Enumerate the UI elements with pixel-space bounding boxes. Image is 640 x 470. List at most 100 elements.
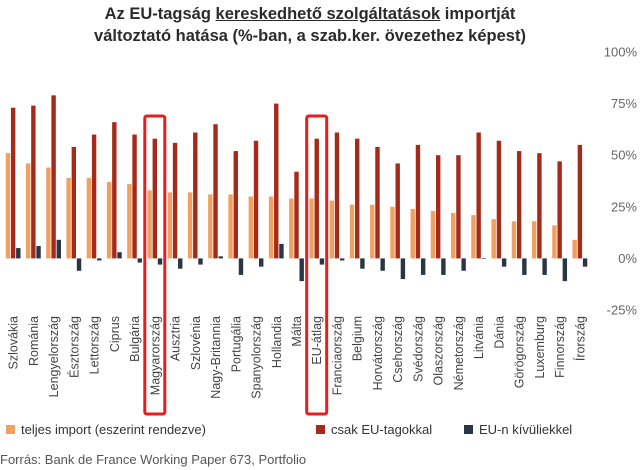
bar-series-3	[279, 243, 284, 259]
bar-series-2	[456, 155, 461, 259]
bar-series-1	[511, 221, 517, 259]
bar-series-2	[294, 171, 299, 259]
bar-series-2	[314, 138, 319, 259]
x-tick-label: Svédország	[411, 316, 425, 382]
bar-series-1	[127, 184, 132, 259]
bar-series-2	[537, 153, 542, 259]
x-tick-label: Csehország	[391, 316, 405, 383]
x-tick-label: Belgium	[351, 316, 365, 361]
bar-series-1	[572, 239, 577, 259]
bar-series-2	[355, 138, 360, 259]
source-note: Forrás: Bank de France Working Paper 673…	[0, 452, 307, 467]
title-underlined-text: kereskedhető szolgáltatások	[215, 5, 441, 23]
y-tick-label: -25%	[607, 303, 638, 318]
bar-series-3	[218, 256, 223, 259]
x-tick-label: Horvátország	[371, 316, 385, 390]
bar-series-3	[360, 258, 365, 269]
bar-series-1	[451, 212, 456, 259]
x-tick-label: Ciprus	[108, 316, 122, 352]
bar-series-1	[289, 198, 294, 259]
x-tick-label: Bulgária	[128, 316, 142, 362]
bar-series-1	[471, 215, 476, 259]
legend-label: teljes import (eszerint rendezve)	[21, 422, 206, 437]
bar-series-1	[147, 190, 152, 259]
y-tick-label: 25%	[611, 199, 637, 214]
bar-series-3	[481, 258, 487, 259]
bar-series-3	[178, 258, 183, 269]
bar-series-3	[16, 248, 21, 259]
bar-series-3	[299, 258, 304, 282]
bar-series-3	[380, 258, 385, 271]
bar-series-3	[339, 258, 345, 261]
bar-series-1	[390, 206, 395, 259]
bar-series-1	[86, 177, 92, 259]
bar-series-2	[172, 142, 178, 259]
bar-series-3	[198, 258, 203, 265]
bar-series-3	[259, 258, 264, 267]
bar-series-3	[238, 258, 244, 275]
bar-series-2	[334, 132, 340, 259]
bar-series-1	[552, 225, 557, 259]
bar-series-1	[309, 198, 314, 259]
x-tick-label: Málta	[290, 316, 304, 347]
highlight-boxes	[143, 114, 329, 416]
highlight-box	[143, 114, 167, 416]
bar-series-1	[248, 196, 254, 259]
chart-marks	[5, 95, 588, 282]
bar-series-2	[51, 95, 56, 259]
legend-item-series-3: EU-n kívüliekkel	[464, 422, 572, 437]
bar-series-2	[112, 122, 117, 259]
bar-series-3	[582, 258, 588, 267]
bar-series-3	[56, 239, 61, 259]
x-tick-label: Luxemburg	[533, 316, 547, 379]
x-tick-label: Franciaország	[331, 316, 345, 395]
bar-series-1	[66, 177, 71, 259]
bar-series-1	[430, 210, 436, 259]
bar-series-1	[187, 192, 193, 259]
bar-series-1	[349, 204, 355, 259]
bar-series-3	[522, 258, 527, 275]
x-tick-label: Írország	[572, 316, 587, 361]
x-tick-label: Szlovénia	[189, 316, 203, 370]
bar-series-3	[400, 258, 406, 280]
x-tick-label: Lengyelország	[47, 316, 61, 397]
bar-series-3	[137, 258, 142, 263]
x-tick-label: Dánia	[492, 316, 506, 349]
bar-series-1	[106, 182, 112, 259]
legend-swatch	[464, 425, 473, 434]
bar-series-3	[562, 258, 568, 282]
y-tick-label: 75%	[611, 96, 637, 111]
bar-series-2	[71, 146, 77, 259]
bar-series-2	[274, 103, 279, 259]
bar-series-3	[157, 258, 163, 265]
x-tick-label: Észtország	[66, 316, 81, 378]
title-line-1: Az EU-tagság kereskedhető szolgáltatások…	[104, 5, 516, 23]
legend: teljes import (eszerint rendezve) csak E…	[0, 422, 640, 442]
bar-series-1	[208, 194, 213, 259]
bar-series-1	[370, 204, 375, 259]
bar-series-2	[577, 144, 583, 259]
x-tick-label: Szlovákia	[7, 316, 21, 370]
bar-series-3	[501, 258, 507, 267]
x-tick-label: Nagy-Britannia	[209, 316, 223, 399]
bar-series-1	[46, 167, 51, 259]
bar-series-2	[516, 151, 522, 259]
bar-chart: -25% 0% 25% 50% 75% 100% Szlovákia Románia Leng…	[5, 45, 638, 416]
bar-series-3	[461, 258, 466, 271]
y-tick-label: 50%	[611, 148, 637, 163]
bar-series-2	[253, 140, 259, 259]
bar-series-3	[36, 246, 41, 259]
x-tick-label: Magyarország	[148, 316, 162, 395]
bar-series-2	[375, 146, 380, 259]
bar-series-1	[491, 219, 496, 259]
bar-series-3	[441, 258, 446, 275]
legend-item-series-1: teljes import (eszerint rendezve)	[6, 422, 206, 437]
title-line-2: változtató hatása (%-ban, a szab.ker. öv…	[94, 27, 526, 45]
x-tick-label: Spanyolország	[250, 316, 264, 399]
bar-series-2	[193, 132, 198, 259]
bar-series-2	[132, 134, 137, 259]
bar-series-1	[5, 153, 11, 259]
y-tick-label: 100%	[604, 45, 638, 60]
bar-series-1	[228, 194, 233, 259]
bar-series-2	[31, 105, 36, 259]
